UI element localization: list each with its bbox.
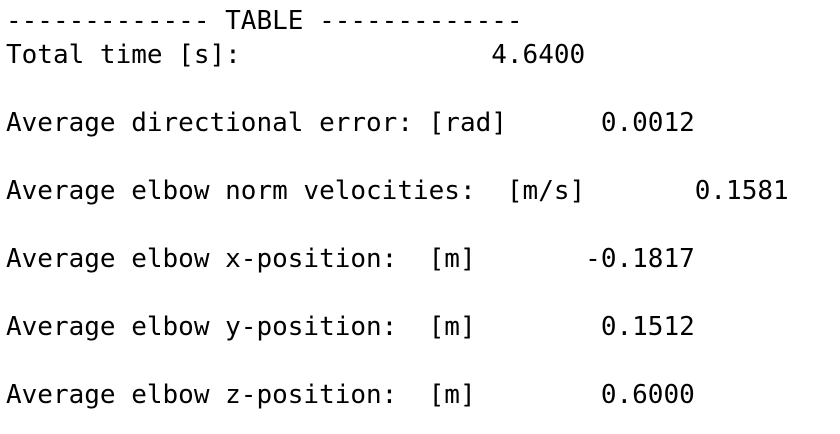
elbow-x-position-line: Average elbow x-position: [m] -0.1817 <box>6 244 695 274</box>
elbow-y-position-line: Average elbow y-position: [m] 0.1512 <box>6 312 695 342</box>
elbow-velocity-line: Average elbow norm velocities: [m/s] 0.1… <box>6 176 789 206</box>
elbow-z-position-line: Average elbow z-position: [m] 0.6000 <box>6 380 695 410</box>
total-time-line: Total time [s]: 4.6400 <box>6 40 586 70</box>
blank-line <box>6 344 840 378</box>
blank-line <box>6 208 840 242</box>
blank-line <box>6 72 840 106</box>
blank-line <box>6 140 840 174</box>
directional-error-line: Average directional error: [rad] 0.0012 <box>6 108 695 138</box>
blank-line <box>6 276 840 310</box>
table-header: ------------- TABLE ------------- <box>6 6 523 36</box>
